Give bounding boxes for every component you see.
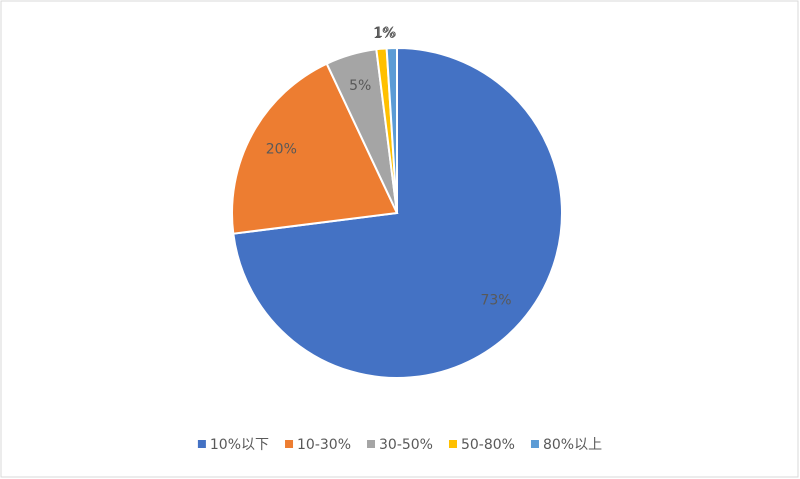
legend-label: 10%以下: [210, 437, 269, 453]
legend-swatch: [285, 440, 294, 448]
data-label: 73%: [480, 292, 511, 308]
data-label: 1%: [373, 26, 395, 42]
legend-swatch: [197, 440, 206, 448]
legend-swatch: [367, 440, 376, 448]
data-label: 5%: [349, 78, 371, 94]
legend-label: 50-80%: [461, 437, 515, 453]
legend-swatch: [448, 440, 457, 448]
legend-label: 10-30%: [297, 437, 351, 453]
legend-swatch: [530, 440, 539, 448]
data-label: 1%: [374, 25, 396, 41]
pie-slice: [385, 46, 398, 214]
data-label: 20%: [266, 141, 297, 157]
legend-label: 30-50%: [379, 437, 433, 453]
legend-label: 80%以上: [543, 437, 602, 453]
pie-slice: [231, 62, 399, 235]
